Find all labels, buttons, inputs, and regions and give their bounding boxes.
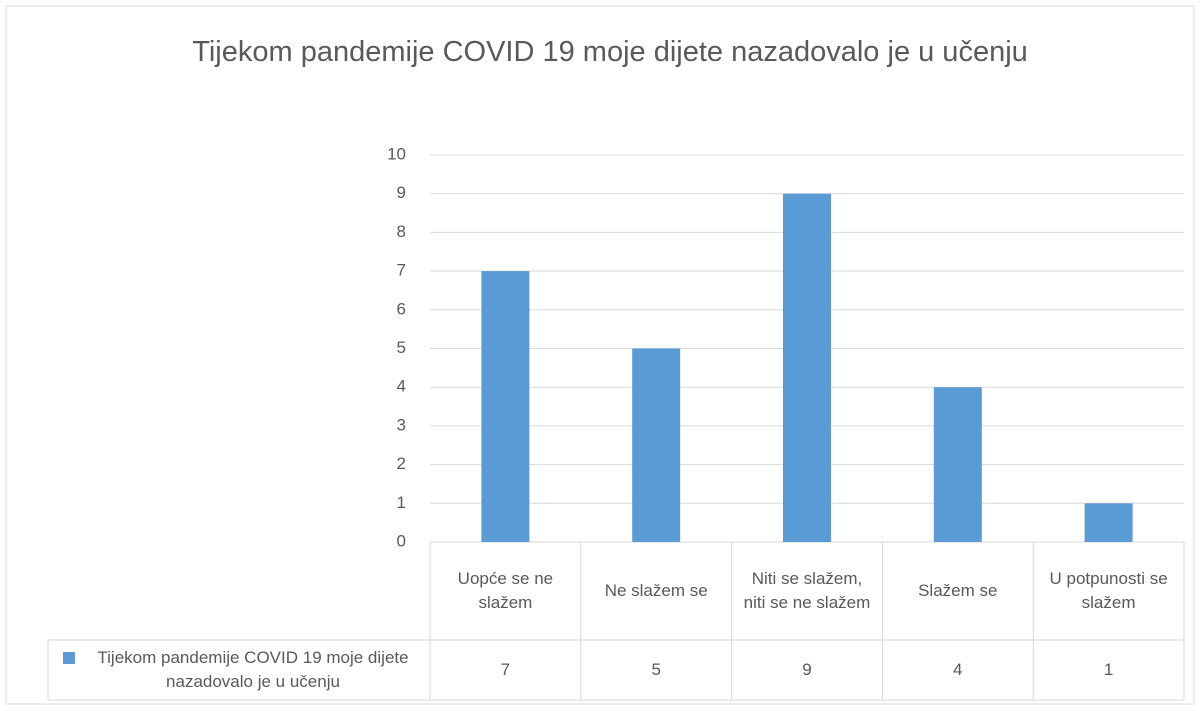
y-tick-label: 6	[397, 299, 406, 318]
bar	[933, 387, 982, 542]
bar	[632, 348, 681, 542]
y-tick-label: 7	[397, 261, 406, 280]
category-label: Uopće se ne slažem	[457, 569, 554, 612]
y-tick-label: 5	[397, 338, 406, 357]
y-tick-label: 9	[397, 183, 406, 202]
table-value: 5	[651, 660, 661, 679]
y-tick-label: 10	[387, 144, 406, 163]
category-label: Ne slažem se	[604, 581, 708, 600]
y-tick-label: 4	[397, 377, 406, 396]
chart-border	[5, 5, 1195, 705]
chart-title: Tijekom pandemije COVID 19 moje dijete n…	[192, 36, 1028, 68]
bar	[1084, 503, 1133, 542]
bar	[481, 271, 530, 542]
table-value: 9	[802, 660, 812, 679]
legend-swatch	[63, 652, 75, 664]
legend-label: Tijekom pandemije COVID 19 moje dijete n…	[97, 648, 409, 691]
y-tick-label: 2	[397, 454, 406, 473]
y-tick-label: 1	[397, 493, 406, 512]
bar	[783, 193, 831, 542]
table-value: 1	[1103, 660, 1114, 679]
table-value: 4	[953, 660, 963, 679]
y-tick-label: 3	[397, 415, 406, 434]
y-tick-label: 8	[397, 222, 406, 241]
category-label: Slažem se	[918, 581, 998, 600]
category-label: U potpunosti se slažem	[1049, 569, 1168, 612]
category-label: Niti se slažem, niti se ne slažem	[743, 569, 871, 612]
y-tick-label: 0	[397, 531, 406, 550]
table-value: 7	[500, 660, 511, 679]
